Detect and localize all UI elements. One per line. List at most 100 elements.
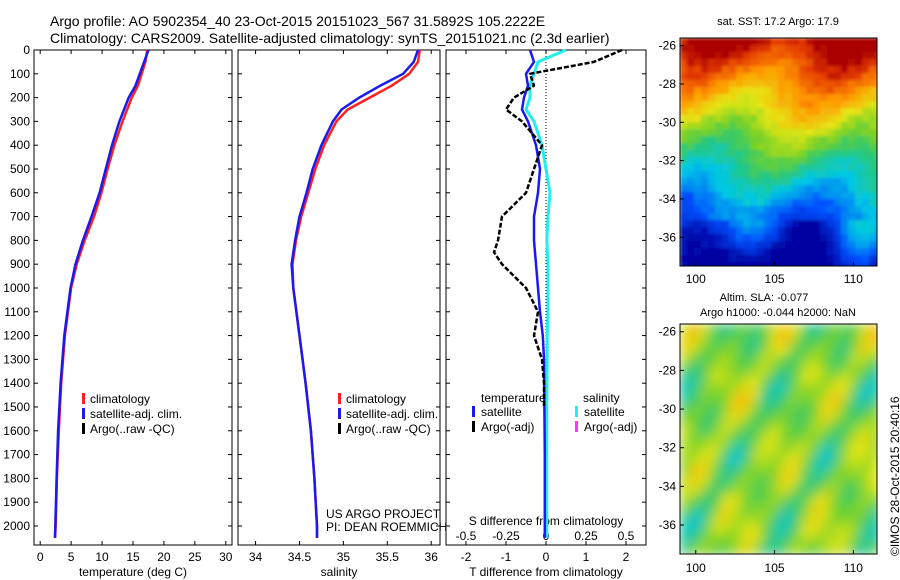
sst-cell [855,192,863,200]
sst-cell [827,234,835,242]
sla-cell [800,434,811,445]
sst-cell [792,178,800,186]
sla-cell [700,474,711,485]
sst-cell [799,164,807,172]
sla-cell [820,504,831,515]
sla-cell [690,374,701,385]
sla-cell [760,334,771,345]
sla-cell [800,374,811,385]
sla-cell [690,414,701,425]
sst-cell [701,220,709,228]
sst-cell [687,115,695,123]
sst-cell [841,122,849,130]
sst-cell [841,171,849,179]
sla-cell [750,404,761,415]
sst-cell [757,248,765,256]
sst-cell [778,143,786,151]
sst-map-frame [679,37,878,267]
sst-cell [687,206,695,214]
sla-cell [740,444,751,455]
sst-cell [820,59,828,67]
sst-cell [715,150,723,158]
sst-cell [736,248,744,256]
sst-cell [694,115,702,123]
sst-cell [680,213,688,221]
sst-cell [722,59,730,67]
sst-cell [694,129,702,137]
sst-cell [764,164,772,172]
sla-cell [790,384,801,395]
sst-cell [799,220,807,228]
sst-cell [687,157,695,165]
sst-cell [764,255,772,263]
sst-cell [708,136,716,144]
sst-cell [743,171,751,179]
sst-cell [771,192,779,200]
sla-cell [870,324,877,335]
sst-cell [820,73,828,81]
sst-cell [722,171,730,179]
s-diff-tick-label: -0.25 [492,529,520,543]
sla-cell [860,474,871,485]
sla-cell [810,464,821,475]
sst-cell [799,213,807,221]
sla-cell [760,544,771,554]
sst-cell [834,73,842,81]
sst-cell [757,122,765,130]
sst-cell [806,164,814,172]
sst-cell [687,213,695,221]
sst-cell [827,185,835,193]
sst-cell [820,206,828,214]
sst-cell [785,199,793,207]
sla-cell [870,464,877,475]
sst-cell [736,66,744,74]
sst-cell [841,80,849,88]
sst-cell [729,59,737,67]
sst-cell [722,80,730,88]
sst-cell [764,241,772,249]
sst-cell [841,52,849,60]
sla-cell [870,424,877,435]
sla-cell [830,464,841,475]
sla-cell [850,364,861,375]
sst-cell [701,143,709,151]
sla-cell [730,464,741,475]
sst-cell [792,80,800,88]
sla-cell [720,344,731,355]
sst-cell [708,241,716,249]
sst-cell [827,143,835,151]
sst-cell [743,262,751,266]
sla-cell [830,524,841,535]
sst-cell [841,164,849,172]
sla-cell [850,524,861,535]
sla-cell [720,464,731,475]
sst-cell [736,206,744,214]
sla-cell [810,494,821,505]
sla-cell [780,334,791,345]
sst-cell [806,185,814,193]
sst-cell [792,171,800,179]
sst-cell [764,213,772,221]
sst-cell [750,122,758,130]
sla-cell [870,444,877,455]
sst-cell [834,52,842,60]
sst-cell [680,143,688,151]
sst-cell [736,129,744,137]
sla-cell [710,474,721,485]
sst-cell [834,262,842,266]
sla-cell [680,434,691,445]
sla-cell [830,484,841,495]
sst-cell [743,108,751,116]
sst-cell [736,241,744,249]
temp-xtick-label: 25 [188,550,202,564]
sst-cell [848,262,856,266]
sla-cell [850,544,861,554]
sst-cell [715,129,723,137]
sst-cell [764,192,772,200]
sst-cell [743,38,751,46]
sla-cell [840,524,851,535]
sst-cell [799,143,807,151]
sla-cell [700,424,711,435]
sst-cell [743,129,751,137]
sla-cell [700,434,711,445]
